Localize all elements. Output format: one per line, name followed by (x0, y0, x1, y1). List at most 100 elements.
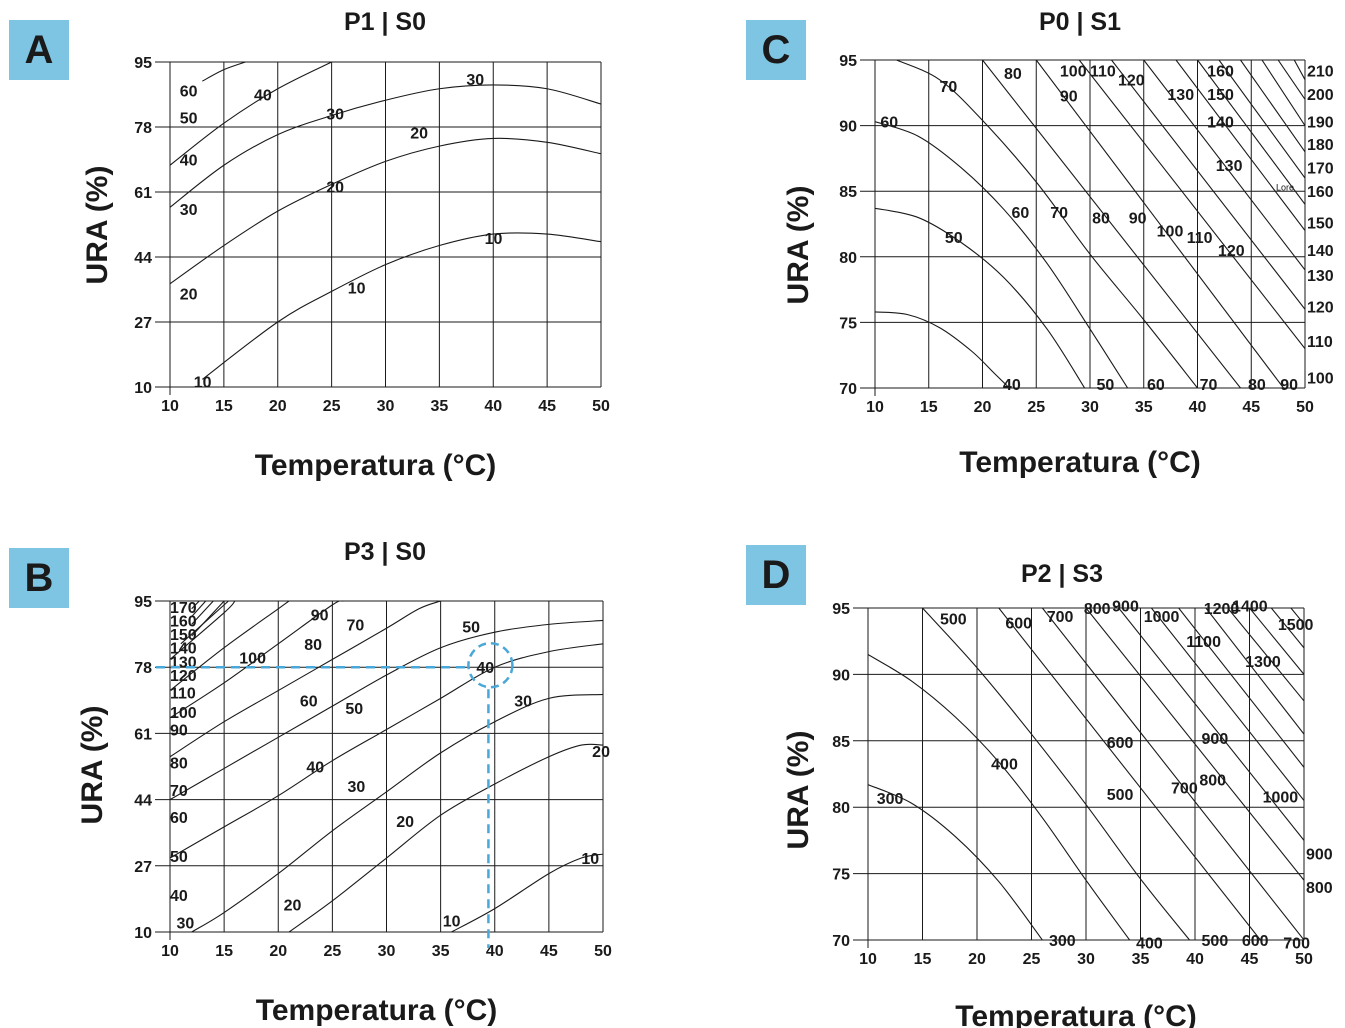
curve-label: 120 (1118, 73, 1145, 90)
curve-label: 40 (306, 760, 324, 777)
curve-label: 20 (180, 286, 198, 303)
curve-label: 150 (170, 627, 197, 644)
curve-label: 30 (176, 915, 194, 932)
grid (155, 600, 604, 940)
y-tick-label: 80 (839, 250, 857, 267)
y-tick-label: 10 (134, 380, 152, 397)
right-curve-label: 100 (1307, 371, 1334, 388)
series-line-1200 (1227, 608, 1304, 702)
curve-label: 110 (170, 686, 196, 703)
series-line-70 (896, 60, 1198, 388)
series-line-700 (1085, 608, 1304, 881)
y-tick-label: 70 (839, 381, 857, 398)
curve-label: 40 (1003, 377, 1021, 394)
curve-label: 300 (877, 791, 904, 808)
curve-label: 40 (476, 660, 494, 677)
y-tick-label: 95 (134, 55, 152, 72)
curve-label: 70 (1200, 377, 1218, 394)
curve-label: 100 (239, 650, 266, 667)
series-line-100 (1078, 60, 1305, 349)
chart-panel-b: P3 | S0 10 15 20 25 30 35 40 45 50 10 27 44 61 78 95 Tem… (76, 538, 612, 1027)
x-tick-label: 40 (484, 398, 502, 415)
x-tick-label: 10 (161, 398, 179, 415)
series-line-600 (1041, 608, 1304, 940)
x-tick-label: 40 (486, 943, 504, 960)
curve-label: 30 (180, 202, 198, 219)
panel-letter-b: B (9, 548, 69, 608)
curve-label: 1000 (1144, 609, 1180, 626)
series-line-30 (170, 84, 601, 208)
right-curve-label: 210 (1307, 63, 1334, 80)
x-tick-label: 25 (323, 398, 341, 415)
y-tick-label: 95 (832, 601, 850, 618)
curve-label: 1000 (1263, 790, 1299, 807)
curve-label: 40 (170, 888, 188, 905)
curve-label: 170 (170, 600, 197, 617)
x-tick-label: 35 (1132, 951, 1150, 968)
curve-label: 900 (1202, 731, 1229, 748)
y-tick-label: 95 (839, 53, 857, 70)
x-tick-label: 45 (1242, 399, 1260, 416)
series-line-70 (170, 601, 344, 719)
curve-label: 100 (1060, 63, 1087, 80)
y-tick-label: 61 (134, 726, 152, 743)
curve-label: 500 (1107, 787, 1134, 804)
curve-label: 400 (991, 756, 1018, 773)
x-tick-label: 20 (269, 398, 287, 415)
curve-label: 700 (1283, 936, 1310, 953)
curve-label: 90 (170, 723, 188, 740)
chart-title: P0 | S1 (1039, 8, 1121, 36)
series-line-90 (1035, 60, 1284, 388)
series-line-1300 (1249, 608, 1304, 675)
curve-label: 600 (1107, 735, 1134, 752)
series-line-1000 (1178, 608, 1304, 768)
curve-label: 10 (348, 281, 366, 298)
x-tick-label: 30 (1077, 951, 1095, 968)
x-tick-label: 40 (1189, 399, 1207, 416)
curve-label: 50 (170, 849, 188, 866)
grid (853, 607, 1305, 948)
x-axis-label: Temperatura (°C) (955, 1000, 1196, 1028)
curve-label: 20 (396, 814, 414, 831)
series-line-120 (1143, 60, 1305, 271)
x-tick-label: 35 (432, 943, 450, 960)
curve-label: 130 (1216, 158, 1243, 175)
right-curve-label: 150 (1307, 216, 1334, 233)
series-line-20 (288, 743, 603, 932)
curve-label: 1300 (1245, 654, 1281, 671)
curve-label: 160 (1207, 63, 1234, 80)
series-group (170, 601, 603, 932)
y-axis-label: URA (%) (782, 731, 815, 850)
series-line-170 (1261, 60, 1305, 126)
curve-label: 10 (485, 231, 503, 248)
curve-label: 80 (1092, 210, 1110, 227)
series-line-40 (875, 311, 1010, 388)
series-line-10 (451, 853, 603, 932)
right-curve-label: 900 (1306, 847, 1333, 864)
curve-label: 40 (180, 153, 198, 170)
x-tick-label: 10 (866, 399, 884, 416)
curve-label: 700 (1047, 609, 1074, 626)
curve-label: 50 (1096, 377, 1114, 394)
series-line-190 (1293, 60, 1305, 80)
x-axis-label: Temperatura (°C) (256, 994, 497, 1027)
curve-label: 500 (1202, 933, 1229, 950)
x-tick-label: 15 (920, 399, 938, 416)
series-line-160 (1240, 60, 1305, 153)
series-line-180 (1277, 60, 1305, 100)
x-tick-label: 30 (377, 398, 395, 415)
curve-label: 50 (345, 701, 363, 718)
series-line-500 (998, 608, 1261, 940)
curve-label: 50 (945, 230, 963, 247)
curve-label: 70 (170, 783, 188, 800)
curve-label: 40 (254, 88, 272, 105)
curve-label: 30 (348, 779, 366, 796)
y-tick-label: 90 (839, 119, 857, 136)
x-tick-label: 50 (592, 398, 610, 415)
y-axis-label: URA (%) (76, 706, 109, 825)
series-line-80 (982, 60, 1241, 388)
curve-label: 80 (170, 756, 188, 773)
curve-label: 110 (1090, 63, 1116, 80)
y-tick-label: 78 (134, 660, 152, 677)
